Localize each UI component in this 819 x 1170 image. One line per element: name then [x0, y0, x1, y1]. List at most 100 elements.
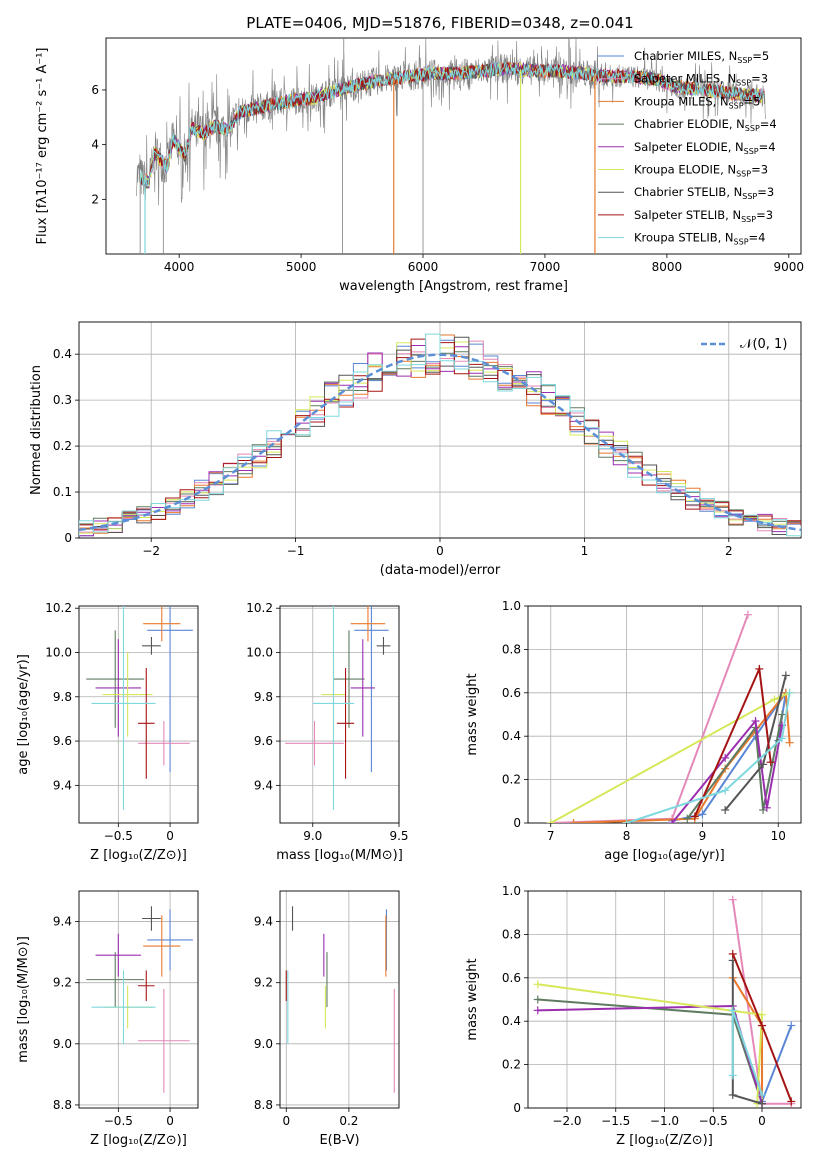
errorbar-salpeter-stelib — [137, 668, 155, 779]
y-tick-label: 10.2 — [45, 601, 72, 615]
errorbar-kroupa-elodie — [102, 652, 153, 737]
x-tick-label: 0 — [436, 544, 444, 558]
age-vs-mass-panel: 9.0 9.5 9.4 9.6 9.8 10.0 10.2 mass [log₁₀(M/M⊙)… — [246, 601, 408, 863]
y-tick-label: 0.4 — [502, 729, 521, 743]
weight-line-chabrier-stelib — [721, 671, 790, 814]
legend-label-salpeter-elodie: Salpeter ELODIE, NSSP=4 — [634, 140, 776, 156]
y-tick-label: 0.3 — [53, 393, 72, 407]
residuals-plot-area — [79, 333, 801, 537]
weight-line-salpeter-miles — [546, 610, 752, 823]
y-tick-label: 9.0 — [254, 1037, 273, 1051]
x-tick-label: 0 — [282, 1114, 290, 1128]
y-tick-label: 4 — [91, 138, 99, 152]
weight-vs-Z-panel: −2.0 −1.5 −1.0 −0.5 0 0 0.2 0.4 0.6 0.8 1.0 Z [log₁… — [465, 884, 802, 1148]
y-tick-label: 9.6 — [53, 734, 72, 748]
y-tick-label: 0.1 — [53, 485, 72, 499]
x-tick-label: −0.5 — [104, 1114, 133, 1128]
age-vs-Z-panel: −0.5 0 9.4 9.6 9.8 10.0 10.2 Z [log₁₀(Z/Z⊙)] age… — [16, 601, 199, 863]
y-tick-label: 0 — [64, 531, 72, 545]
y-tick-label: 0 — [513, 1101, 521, 1115]
spectrum-panel: 4000 5000 6000 7000 8000 9000 2 4 6 wavelength [A… — [35, 37, 804, 294]
x-tick-label: −0.5 — [699, 1114, 728, 1128]
legend-label-chabrier-elodie: Chabrier ELODIE, NSSP=4 — [634, 117, 777, 133]
weight-line-kroupa-stelib — [728, 1006, 766, 1099]
y-tick-label: 0.6 — [502, 971, 521, 985]
y-tick-label: 10.0 — [246, 646, 273, 660]
histogram-kroupa-stelib — [79, 333, 801, 537]
errorbar-salpeter-miles — [285, 721, 344, 766]
legend-label-normal: 𝒩(0, 1) — [740, 337, 787, 352]
errorbar-salpeter-miles — [137, 988, 190, 1093]
y-tick-label: 9.2 — [254, 976, 273, 990]
x-tick-label: 0 — [166, 1114, 174, 1128]
weight-line — [537, 1004, 763, 1104]
weight-line — [731, 1010, 763, 1096]
y-tick-label: 9.8 — [53, 690, 72, 704]
weight-vs-Z-plot-area — [533, 895, 796, 1108]
x-axis-label: mass [log₁₀(M/M⊙)] — [276, 848, 403, 863]
errorbar-chabrier-stelib — [142, 637, 161, 655]
x-tick-label: 6000 — [408, 260, 439, 274]
x-tick-label: −2 — [142, 544, 160, 558]
x-tick-label: 0 — [166, 829, 174, 843]
y-tick-label: 0.2 — [502, 1058, 521, 1072]
y-tick-label: 0.8 — [502, 927, 521, 941]
weight-line-chabrier-stelib — [728, 956, 766, 1108]
axes-frame — [279, 890, 400, 1109]
x-tick-label: −1.5 — [601, 1114, 630, 1128]
weight-vs-age-plot-area — [546, 610, 794, 823]
y-tick-label: 0.4 — [53, 347, 72, 361]
x-tick-label: −1.0 — [650, 1114, 679, 1128]
normal-curve — [79, 353, 801, 532]
x-tick-label: 0.2 — [339, 1114, 358, 1128]
errorbar-kroupa-miles — [143, 915, 181, 977]
x-tick-label: 0 — [758, 1114, 766, 1128]
y-axis-label: age [log₁₀(age/yr)] — [16, 654, 31, 775]
weight-line — [537, 998, 763, 1105]
y-tick-label: 1.0 — [502, 599, 521, 613]
y-tick-label: 0.6 — [502, 686, 521, 700]
y-axis-label: Flux [fλ10⁻¹⁷ erg cm⁻² s⁻¹ A⁻¹] — [35, 48, 50, 245]
x-tick-label: 7000 — [530, 260, 561, 274]
legend-label-chabrier-miles: Chabrier MILES, NSSP=5 — [634, 49, 769, 65]
errorbar-chabrier-elodie — [333, 630, 365, 728]
weight-line-kroupa-elodie — [533, 980, 766, 1108]
weight-line-chabrier-elodie — [533, 995, 766, 1108]
y-tick-label: 9.6 — [254, 734, 273, 748]
legend-label-kroupa-elodie: Kroupa ELODIE, NSSP=3 — [634, 163, 768, 179]
weight-line-salpeter-stelib — [690, 664, 775, 821]
legend-label-kroupa-stelib: Kroupa STELIB, NSSP=4 — [634, 231, 765, 247]
errorbar-kroupa-miles — [350, 606, 386, 642]
x-tick-label: 7 — [547, 829, 555, 843]
weight-line-salpeter-elodie — [533, 1002, 766, 1108]
errorbar-chabrier-elodie — [86, 952, 145, 1008]
y-tick-label: 9.2 — [53, 976, 72, 990]
axes-frame — [78, 890, 199, 1109]
errorbar-chabrier-stelib — [376, 637, 391, 655]
x-tick-label: −2.0 — [552, 1114, 581, 1128]
mass-vs-Z-plot-area — [86, 906, 193, 1093]
axes-frame — [78, 321, 802, 539]
weight-line — [626, 692, 791, 823]
mass-vs-Z-panel: −0.5 0 8.8 9.0 9.2 9.4 Z [log₁₀(Z/Z⊙)] mass [lo… — [16, 890, 199, 1148]
model-kroupa-stelib — [139, 61, 765, 188]
y-axis-label: mass weight — [465, 673, 480, 755]
x-tick-label: 10 — [771, 829, 786, 843]
weight-line — [573, 690, 791, 823]
x-tick-label: 9.5 — [389, 829, 408, 843]
legend-label-chabrier-stelib: Chabrier STELIB, NSSP=3 — [634, 185, 774, 201]
y-tick-label: 9.4 — [254, 778, 273, 792]
y-tick-label: 9.4 — [53, 915, 72, 929]
y-tick-label: 0 — [513, 816, 521, 830]
legend-label-kroupa-miles: Kroupa MILES, NSSP=5 — [634, 94, 760, 110]
errorbar-kroupa-stelib — [312, 606, 355, 810]
mass-vs-ebv-panel: 0 0.2 8.8 9.0 9.2 9.4 E(B-V) — [254, 890, 400, 1148]
weight-line-kroupa-stelib — [622, 688, 794, 823]
legend-label-salpeter-miles: Salpeter MILES, NSSP=3 — [634, 72, 768, 88]
errorbar-salpeter-elodie — [350, 639, 375, 737]
errorbar-chabrier-elodie — [86, 630, 145, 728]
weight-line-kroupa-elodie — [546, 688, 794, 823]
y-tick-label: 2 — [91, 192, 99, 206]
axes-frame — [527, 605, 802, 824]
y-tick-label: 10.0 — [45, 646, 72, 660]
